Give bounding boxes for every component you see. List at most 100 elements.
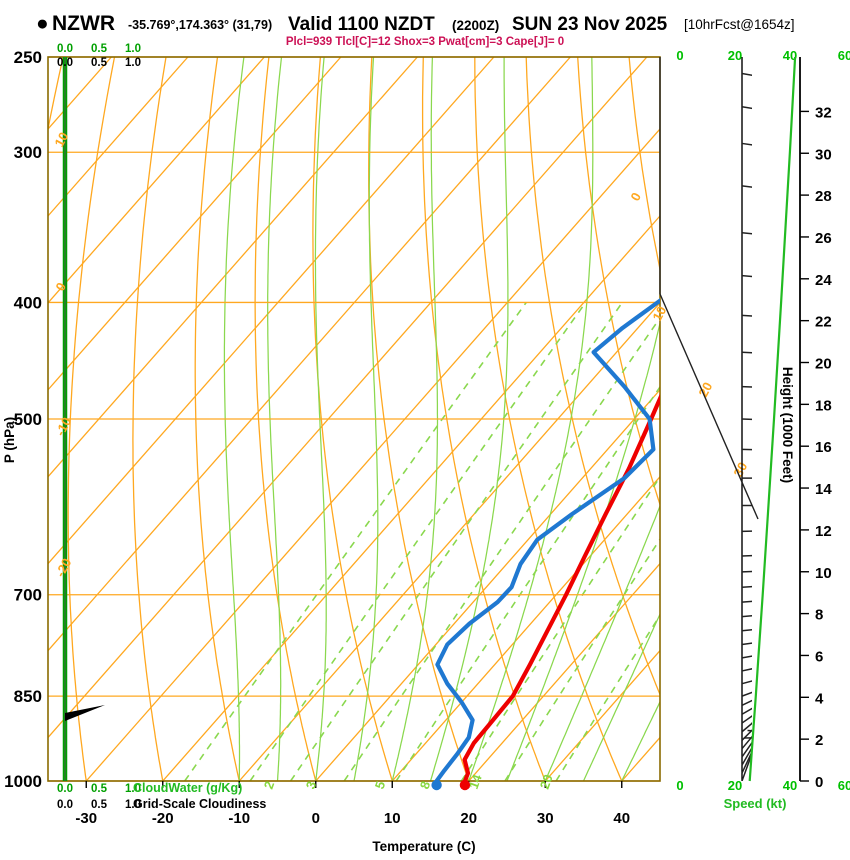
dewpoint-profile-line bbox=[434, 298, 660, 781]
wind-barb bbox=[741, 72, 752, 76]
isotherm-line bbox=[544, 649, 660, 781]
cloudiness-scale-bottom: 0.5 bbox=[91, 799, 108, 811]
moist-adiabat-line bbox=[391, 57, 439, 781]
isotherm-line bbox=[48, 57, 265, 304]
isotherm-line bbox=[48, 57, 189, 217]
isotherm-label: 30 bbox=[730, 460, 750, 480]
dry-adiabat-line bbox=[312, 57, 393, 781]
wind-barb-group bbox=[741, 72, 752, 781]
mixing-ratio-label: 8 bbox=[417, 779, 434, 791]
wind-barb bbox=[741, 314, 752, 317]
height-tick-label: 24 bbox=[815, 272, 832, 289]
dry-adiabat-line bbox=[525, 57, 660, 697]
dewpoint-marker bbox=[431, 779, 442, 791]
wind-barb bbox=[741, 274, 752, 278]
cloudwater-scale-bottom: 0.5 bbox=[91, 783, 108, 795]
cloudwater-scale-top: 0.5 bbox=[91, 43, 108, 55]
wind-barb bbox=[741, 530, 752, 533]
dry-adiabat-line bbox=[368, 57, 470, 781]
moist-adiabat-line bbox=[267, 57, 283, 781]
wind-barb bbox=[741, 615, 752, 618]
moist-adiabat-line bbox=[353, 57, 379, 781]
height-tick-label: 20 bbox=[815, 356, 832, 373]
height-tick-label: 26 bbox=[815, 230, 832, 247]
moist-adiabat-line bbox=[314, 57, 327, 781]
pressure-tick-label: 850 bbox=[14, 687, 42, 706]
sounding-stats: Plcl=939 Tlcl[C]=12 Shox=3 Pwat[cm]=3 Ca… bbox=[286, 36, 564, 48]
wind-barb bbox=[741, 600, 752, 603]
height-tick-label: 16 bbox=[815, 439, 832, 456]
wind-barb bbox=[741, 707, 752, 715]
speed-tick-label: 0 bbox=[676, 778, 683, 793]
wind-barb bbox=[741, 106, 752, 110]
mixing-ratio-label: 14 bbox=[466, 772, 485, 791]
pressure-tick-label: 250 bbox=[14, 48, 42, 67]
height-tick-label: 32 bbox=[815, 104, 832, 121]
speed-tick-label: 20 bbox=[728, 48, 742, 63]
dry-adiabat-line bbox=[474, 57, 623, 781]
speed-tick-label: 40 bbox=[783, 48, 797, 63]
temperature-tick-label: 40 bbox=[613, 810, 630, 827]
pressure-tick-label: 300 bbox=[14, 143, 42, 162]
wind-barb bbox=[741, 448, 752, 451]
height-tick-label: 30 bbox=[815, 146, 832, 163]
temperature-axis-title: Temperature (C) bbox=[372, 839, 475, 854]
speed-tick-label: 0 bbox=[676, 48, 683, 63]
isotherm-label: 10 bbox=[649, 304, 669, 324]
speed-tick-label: 20 bbox=[728, 778, 742, 793]
moist-adiabat-line bbox=[429, 57, 509, 781]
pressure-tick-label: 400 bbox=[14, 293, 42, 312]
cloudiness-scale-bottom: 0.0 bbox=[57, 799, 73, 811]
moist-adiabat-line bbox=[506, 320, 660, 781]
cloudiness-legend-label: Grid-Scale Cloudiness bbox=[133, 797, 266, 811]
isotherm-line bbox=[391, 475, 660, 781]
wind-barb bbox=[741, 668, 752, 672]
wind-barb bbox=[741, 185, 752, 188]
height-tick-label: 2 bbox=[815, 732, 823, 749]
wind-barb bbox=[741, 699, 752, 706]
height-tick-label: 6 bbox=[815, 648, 823, 665]
cloudwater-scale-bottom: 1.0 bbox=[125, 783, 141, 795]
isotherm-label: 10 bbox=[51, 130, 71, 150]
plot-border bbox=[47, 56, 661, 782]
wind-barb bbox=[741, 735, 752, 750]
moist-adiabat-line bbox=[582, 612, 660, 781]
slant-boundary-line bbox=[659, 293, 759, 520]
valid-date: SUN 23 Nov 2025 bbox=[512, 14, 668, 35]
cloudiness-spike bbox=[65, 705, 105, 721]
wind-barb bbox=[741, 642, 752, 646]
wind-barb bbox=[742, 504, 752, 507]
height-tick-label: 22 bbox=[815, 314, 832, 331]
wind-barb bbox=[741, 691, 752, 697]
height-tick-label: 12 bbox=[815, 523, 832, 540]
wind-barb bbox=[741, 554, 752, 557]
station-coordinates: -35.769°,174.363° (31,79) bbox=[128, 18, 272, 32]
mixing-ratio-label: 5 bbox=[372, 779, 389, 791]
cloudiness-scale-top: 0.5 bbox=[91, 57, 108, 69]
wind-barb bbox=[741, 722, 752, 733]
height-profile-line bbox=[748, 56, 797, 782]
wind-barb bbox=[741, 715, 752, 724]
wind-barb bbox=[741, 655, 752, 659]
cloudiness-scale-top: 0.0 bbox=[57, 57, 73, 69]
height-axis-title: Height (1000 Feet) bbox=[780, 367, 795, 483]
speed-tick-label: 60 bbox=[838, 778, 850, 793]
height-tick-label: 0 bbox=[815, 774, 823, 791]
moist-adiabat-line bbox=[621, 700, 660, 781]
cloudiness-scale-bottom: 1.0 bbox=[125, 799, 141, 811]
speed-tick-label: 60 bbox=[838, 48, 850, 63]
wind-barb bbox=[741, 570, 752, 573]
station-name: NZWR bbox=[52, 12, 115, 35]
height-tick-label: 10 bbox=[815, 565, 832, 582]
mixing-ratio-label: 2 bbox=[261, 779, 278, 791]
cloudwater-scale-top: 0.0 bbox=[57, 43, 73, 55]
cloudwater-scale-bottom: 0.0 bbox=[57, 783, 73, 795]
wind-barb bbox=[742, 477, 752, 479]
wind-barb bbox=[741, 142, 752, 146]
header: ● NZWR -35.769°,174.363° (31,79) Valid 1… bbox=[36, 12, 795, 48]
wind-barb bbox=[741, 418, 752, 421]
wind-barb bbox=[741, 741, 752, 758]
isotherm-line bbox=[48, 57, 342, 391]
